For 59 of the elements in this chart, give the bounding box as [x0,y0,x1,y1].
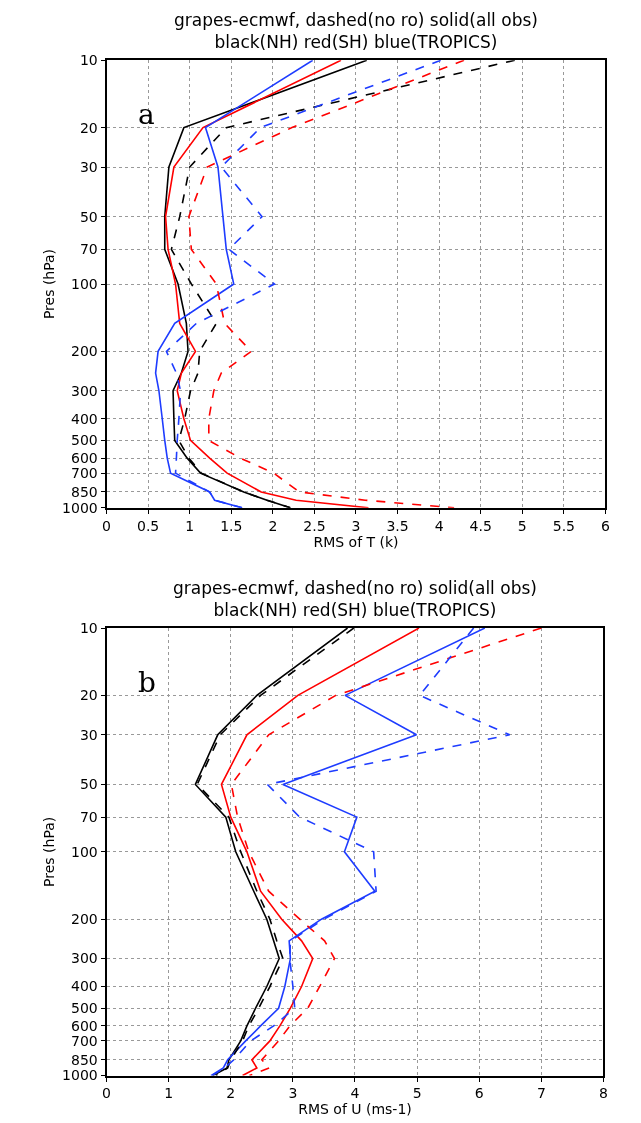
y-tick-label: 300 [71,950,98,967]
x-axis-title: RMS of T (k) [313,533,399,550]
y-tick-label: 70 [79,241,98,258]
x-tick-label: 0 [102,517,111,534]
y-tick-label: 500 [71,432,98,449]
x-tick-label: 1 [185,517,195,534]
x-tick-label: 5 [412,1085,422,1102]
y-tick-label: 700 [71,465,98,482]
x-tick-label: 7 [536,1085,546,1102]
y-axis-title: Pres (hPa) [41,816,58,887]
y-tick-label: 100 [71,843,98,860]
x-tick-label: 0 [102,1085,111,1102]
y-axis-title: Pres (hPa) [41,248,58,320]
y-tick-label: 850 [71,1051,98,1068]
y-tick-label: 400 [71,978,98,995]
y-tick-label: 600 [71,1017,98,1034]
x-tick-label: 0.5 [136,517,160,534]
x-tick-label: 4.5 [469,517,492,534]
x-tick-label: 3 [288,1085,298,1102]
y-tick-label: 1000 [62,499,98,516]
x-tick-label: 4 [350,1085,360,1102]
y-tick-label: 500 [71,1000,98,1017]
x-tick-label: 1 [164,1085,174,1102]
y-tick-label: 100 [71,275,98,292]
x-tick-label: 6 [474,1085,484,1102]
x-tick-label: 2 [226,1085,236,1102]
chart-title: grapes-ecmwf, dashed(no ro) solid(all obs) black(NH) red(SH) blue(TROPICS) [174,10,538,53]
y-tick-label: 400 [71,410,98,427]
x-tick-label: 6 [600,517,610,534]
y-tick-label: 70 [79,809,98,826]
y-tick-label: 30 [79,726,98,743]
x-tick-label: 3.5 [386,517,409,534]
x-tick-label: 8 [599,1085,608,1102]
x-tick-label: 1.5 [220,517,243,534]
y-tick-label: 850 [71,483,98,500]
y-tick-label: 10 [79,52,98,69]
annotation: b [138,666,156,699]
x-tick-label: 2.5 [303,517,326,534]
chart-title: grapes-ecmwf, dashed(no ro) solid(all obs) black(NH) red(SH) blue(TROPICS) [173,578,537,621]
y-tick-label: 20 [79,687,98,704]
x-tick-label: 5 [517,517,527,534]
annotation: a [138,98,155,131]
x-tick-label: 3 [351,517,361,534]
x-tick-label: 2 [268,517,278,534]
x-axis-title: RMS of U (ms-1) [298,1101,412,1118]
x-tick-label: 5.5 [552,517,575,534]
x-tick-label: 4 [434,517,444,534]
y-tick-label: 200 [71,343,98,360]
y-tick-label: 700 [71,1032,98,1049]
line-series [188,60,465,508]
y-tick-label: 200 [71,911,98,928]
y-tick-label: 50 [79,208,98,225]
y-tick-label: 10 [79,619,98,636]
y-tick-label: 30 [79,158,98,175]
y-tick-label: 1000 [62,1067,98,1084]
y-tick-label: 300 [71,382,98,399]
y-tick-label: 50 [79,776,98,793]
y-tick-label: 20 [79,119,98,136]
y-tick-label: 600 [71,450,98,467]
